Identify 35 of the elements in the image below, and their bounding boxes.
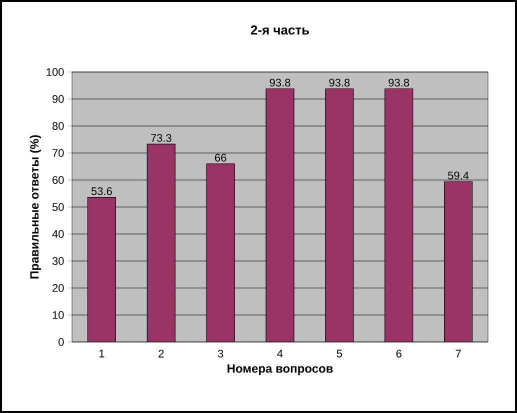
bar <box>87 196 116 342</box>
data-label: 66 <box>215 154 226 162</box>
y-tick-label: 10 <box>52 311 64 319</box>
bar <box>206 163 235 342</box>
x-tick-label: 3 <box>218 350 224 358</box>
data-label: 73.3 <box>151 134 172 142</box>
y-tick-label: 30 <box>52 257 64 265</box>
y-tick-label: 40 <box>52 230 64 238</box>
x-tick-label: 2 <box>158 350 164 358</box>
y-tick-label: 70 <box>52 149 64 157</box>
y-tick-label: 0 <box>58 338 64 346</box>
data-label: 93.8 <box>329 78 350 87</box>
y-tick-label: 60 <box>52 176 64 184</box>
bar <box>266 88 294 342</box>
x-tick-label: 4 <box>277 350 283 358</box>
x-tick-label: 1 <box>100 350 104 358</box>
y-tick-label: 50 <box>52 203 64 211</box>
x-tick-label: 5 <box>336 350 342 358</box>
y-tick-label: 80 <box>52 122 64 130</box>
data-label: 93.8 <box>270 78 290 87</box>
chart-title: 2-я часть <box>250 25 310 35</box>
x-tick-label: 6 <box>396 350 402 358</box>
y-axis-title: Правильные ответы (%) <box>30 135 42 279</box>
y-tick-label: 20 <box>52 284 64 292</box>
bar <box>325 88 354 342</box>
bar <box>146 144 176 342</box>
data-label: 93.8 <box>388 78 410 87</box>
data-label: 59.4 <box>448 172 469 180</box>
bar <box>444 181 473 342</box>
x-tick-label: 7 <box>456 350 461 358</box>
y-tick-label: 90 <box>52 95 64 103</box>
x-axis-title: Номера вопросов <box>228 364 333 376</box>
bar <box>384 88 414 342</box>
y-tick-label: 100 <box>46 68 64 76</box>
data-label: 53.6 <box>91 187 112 196</box>
